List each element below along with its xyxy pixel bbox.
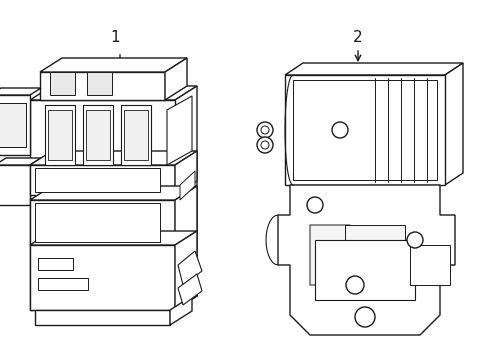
Polygon shape (40, 58, 186, 72)
Polygon shape (86, 110, 110, 160)
Polygon shape (35, 310, 170, 325)
Polygon shape (0, 103, 26, 147)
Polygon shape (444, 63, 462, 185)
Polygon shape (124, 110, 148, 160)
Polygon shape (164, 58, 186, 100)
Polygon shape (30, 151, 197, 165)
Circle shape (257, 137, 272, 153)
Polygon shape (30, 186, 197, 200)
Text: 2: 2 (352, 31, 362, 45)
Bar (38, 278, 88, 290)
Polygon shape (345, 225, 404, 275)
Polygon shape (83, 105, 113, 165)
Text: 1: 1 (110, 31, 120, 45)
Polygon shape (35, 203, 160, 242)
Polygon shape (0, 95, 30, 155)
Circle shape (346, 276, 363, 294)
Circle shape (257, 122, 272, 138)
Polygon shape (30, 200, 175, 245)
Polygon shape (40, 72, 164, 100)
Polygon shape (30, 231, 197, 245)
Circle shape (306, 197, 323, 213)
Circle shape (406, 232, 422, 248)
Polygon shape (87, 72, 112, 95)
Polygon shape (309, 225, 349, 285)
Circle shape (354, 307, 374, 327)
Polygon shape (30, 165, 175, 195)
Polygon shape (285, 63, 462, 75)
Polygon shape (0, 158, 41, 165)
Polygon shape (167, 96, 192, 165)
Polygon shape (278, 185, 454, 335)
Circle shape (261, 141, 268, 149)
Polygon shape (48, 110, 72, 160)
Polygon shape (30, 245, 175, 310)
Polygon shape (0, 165, 30, 205)
Polygon shape (178, 251, 202, 285)
Polygon shape (175, 151, 197, 195)
Polygon shape (285, 75, 444, 185)
Polygon shape (292, 80, 436, 180)
Polygon shape (121, 105, 151, 165)
Circle shape (261, 126, 268, 134)
Polygon shape (180, 171, 195, 200)
Polygon shape (409, 245, 449, 285)
Polygon shape (175, 231, 197, 310)
Polygon shape (35, 168, 160, 192)
Polygon shape (0, 88, 41, 95)
Polygon shape (30, 86, 197, 100)
Circle shape (331, 122, 347, 138)
Polygon shape (170, 296, 192, 325)
Bar (38, 258, 73, 270)
Polygon shape (50, 72, 75, 95)
Polygon shape (30, 100, 175, 310)
Polygon shape (175, 86, 197, 310)
Polygon shape (45, 105, 75, 165)
Polygon shape (178, 274, 202, 305)
Polygon shape (175, 186, 197, 245)
Polygon shape (314, 240, 414, 300)
